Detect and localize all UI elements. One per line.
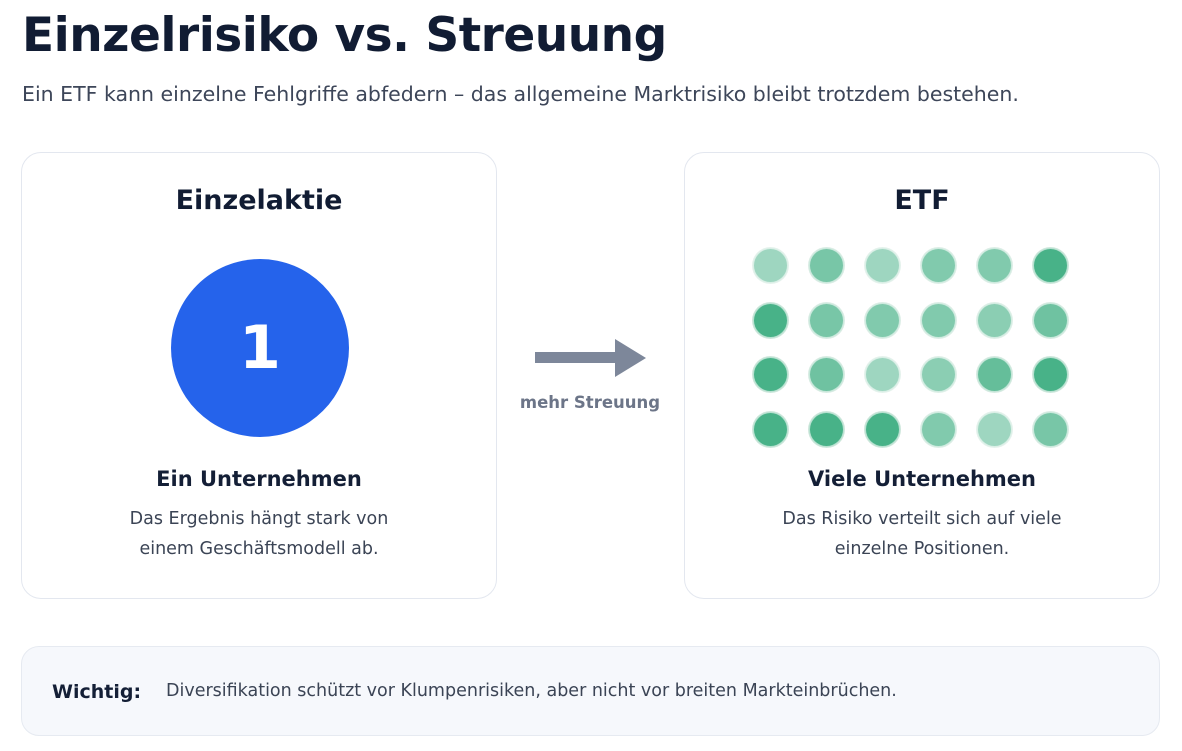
company-dot [977,357,1012,392]
single-stock-label: Ein Unternehmen [156,467,362,491]
note-label: Wichtig: [52,681,142,703]
company-dot [921,357,956,392]
arrow-label: mehr Streuung [519,393,661,412]
arrow-shaft [535,352,617,363]
single-stock-card: Einzelaktie 1 Ein Unternehmen Das Ergebn… [21,152,497,599]
etf-description-line1: Das Risiko verteilt sich auf viele [782,509,1062,529]
company-dot [977,248,1012,283]
page-title: Einzelrisiko vs. Streuung [22,8,667,63]
company-dot [977,302,1012,338]
company-dot [977,411,1012,447]
company-dot [865,357,900,392]
important-note: Wichtig: Diversifikation schützt vor Klu… [21,646,1160,736]
company-dot [865,248,900,283]
single-stock-description-line1: Das Ergebnis hängt stark von [129,509,389,529]
company-dot [1033,248,1068,283]
company-dot [865,302,900,338]
company-dot [753,248,788,283]
company-dot [753,357,788,392]
company-dot [1033,411,1068,447]
company-dot [921,411,956,447]
right-arrow-icon [535,339,646,377]
single-company-circle: 1 [171,259,349,437]
single-stock-description-line2: einem Geschäftsmodell ab. [139,539,379,559]
page-subtitle: Ein ETF kann einzelne Fehlgriffe abfeder… [22,82,1019,106]
company-dot [809,357,844,392]
etf-heading: ETF [894,185,950,216]
etf-card: ETF Viele Unternehmen Das Risiko verteil… [684,152,1160,599]
single-stock-heading: Einzelaktie [175,185,343,216]
company-dot [809,411,844,447]
company-dot [809,302,844,338]
company-dot [921,302,956,338]
company-dot [865,411,900,447]
single-company-count: 1 [239,313,281,383]
company-dot [809,248,844,283]
company-dot [1033,302,1068,338]
note-text: Diversifikation schützt vor Klumpenrisik… [166,681,897,701]
etf-description-line2: einzelne Positionen. [834,539,1010,559]
etf-label: Viele Unternehmen [808,467,1036,491]
company-dot [753,411,788,447]
arrow-head [615,339,646,377]
company-dot-grid [753,248,1093,448]
company-dot [753,302,788,338]
company-dot [921,248,956,283]
company-dot [1033,357,1068,392]
